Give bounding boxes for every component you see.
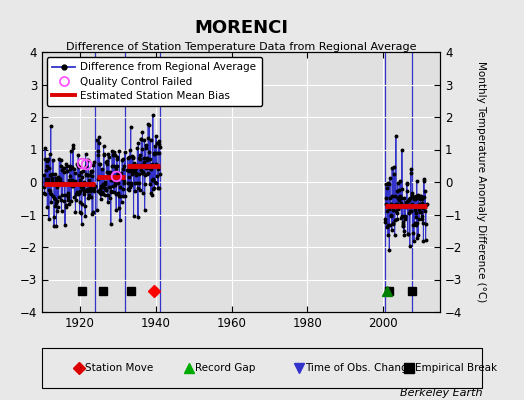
- Legend: Difference from Regional Average, Quality Control Failed, Estimated Station Mean: Difference from Regional Average, Qualit…: [47, 57, 261, 106]
- Text: Station Move: Station Move: [85, 363, 153, 373]
- Text: Berkeley Earth: Berkeley Earth: [400, 388, 482, 398]
- Text: Time of Obs. Change: Time of Obs. Change: [305, 363, 414, 373]
- Text: Empirical Break: Empirical Break: [415, 363, 497, 373]
- Text: Difference of Station Temperature Data from Regional Average: Difference of Station Temperature Data f…: [66, 42, 416, 52]
- Y-axis label: Monthly Temperature Anomaly Difference (°C): Monthly Temperature Anomaly Difference (…: [476, 61, 486, 303]
- Text: Record Gap: Record Gap: [195, 363, 255, 373]
- Title: MORENCI: MORENCI: [194, 18, 288, 36]
